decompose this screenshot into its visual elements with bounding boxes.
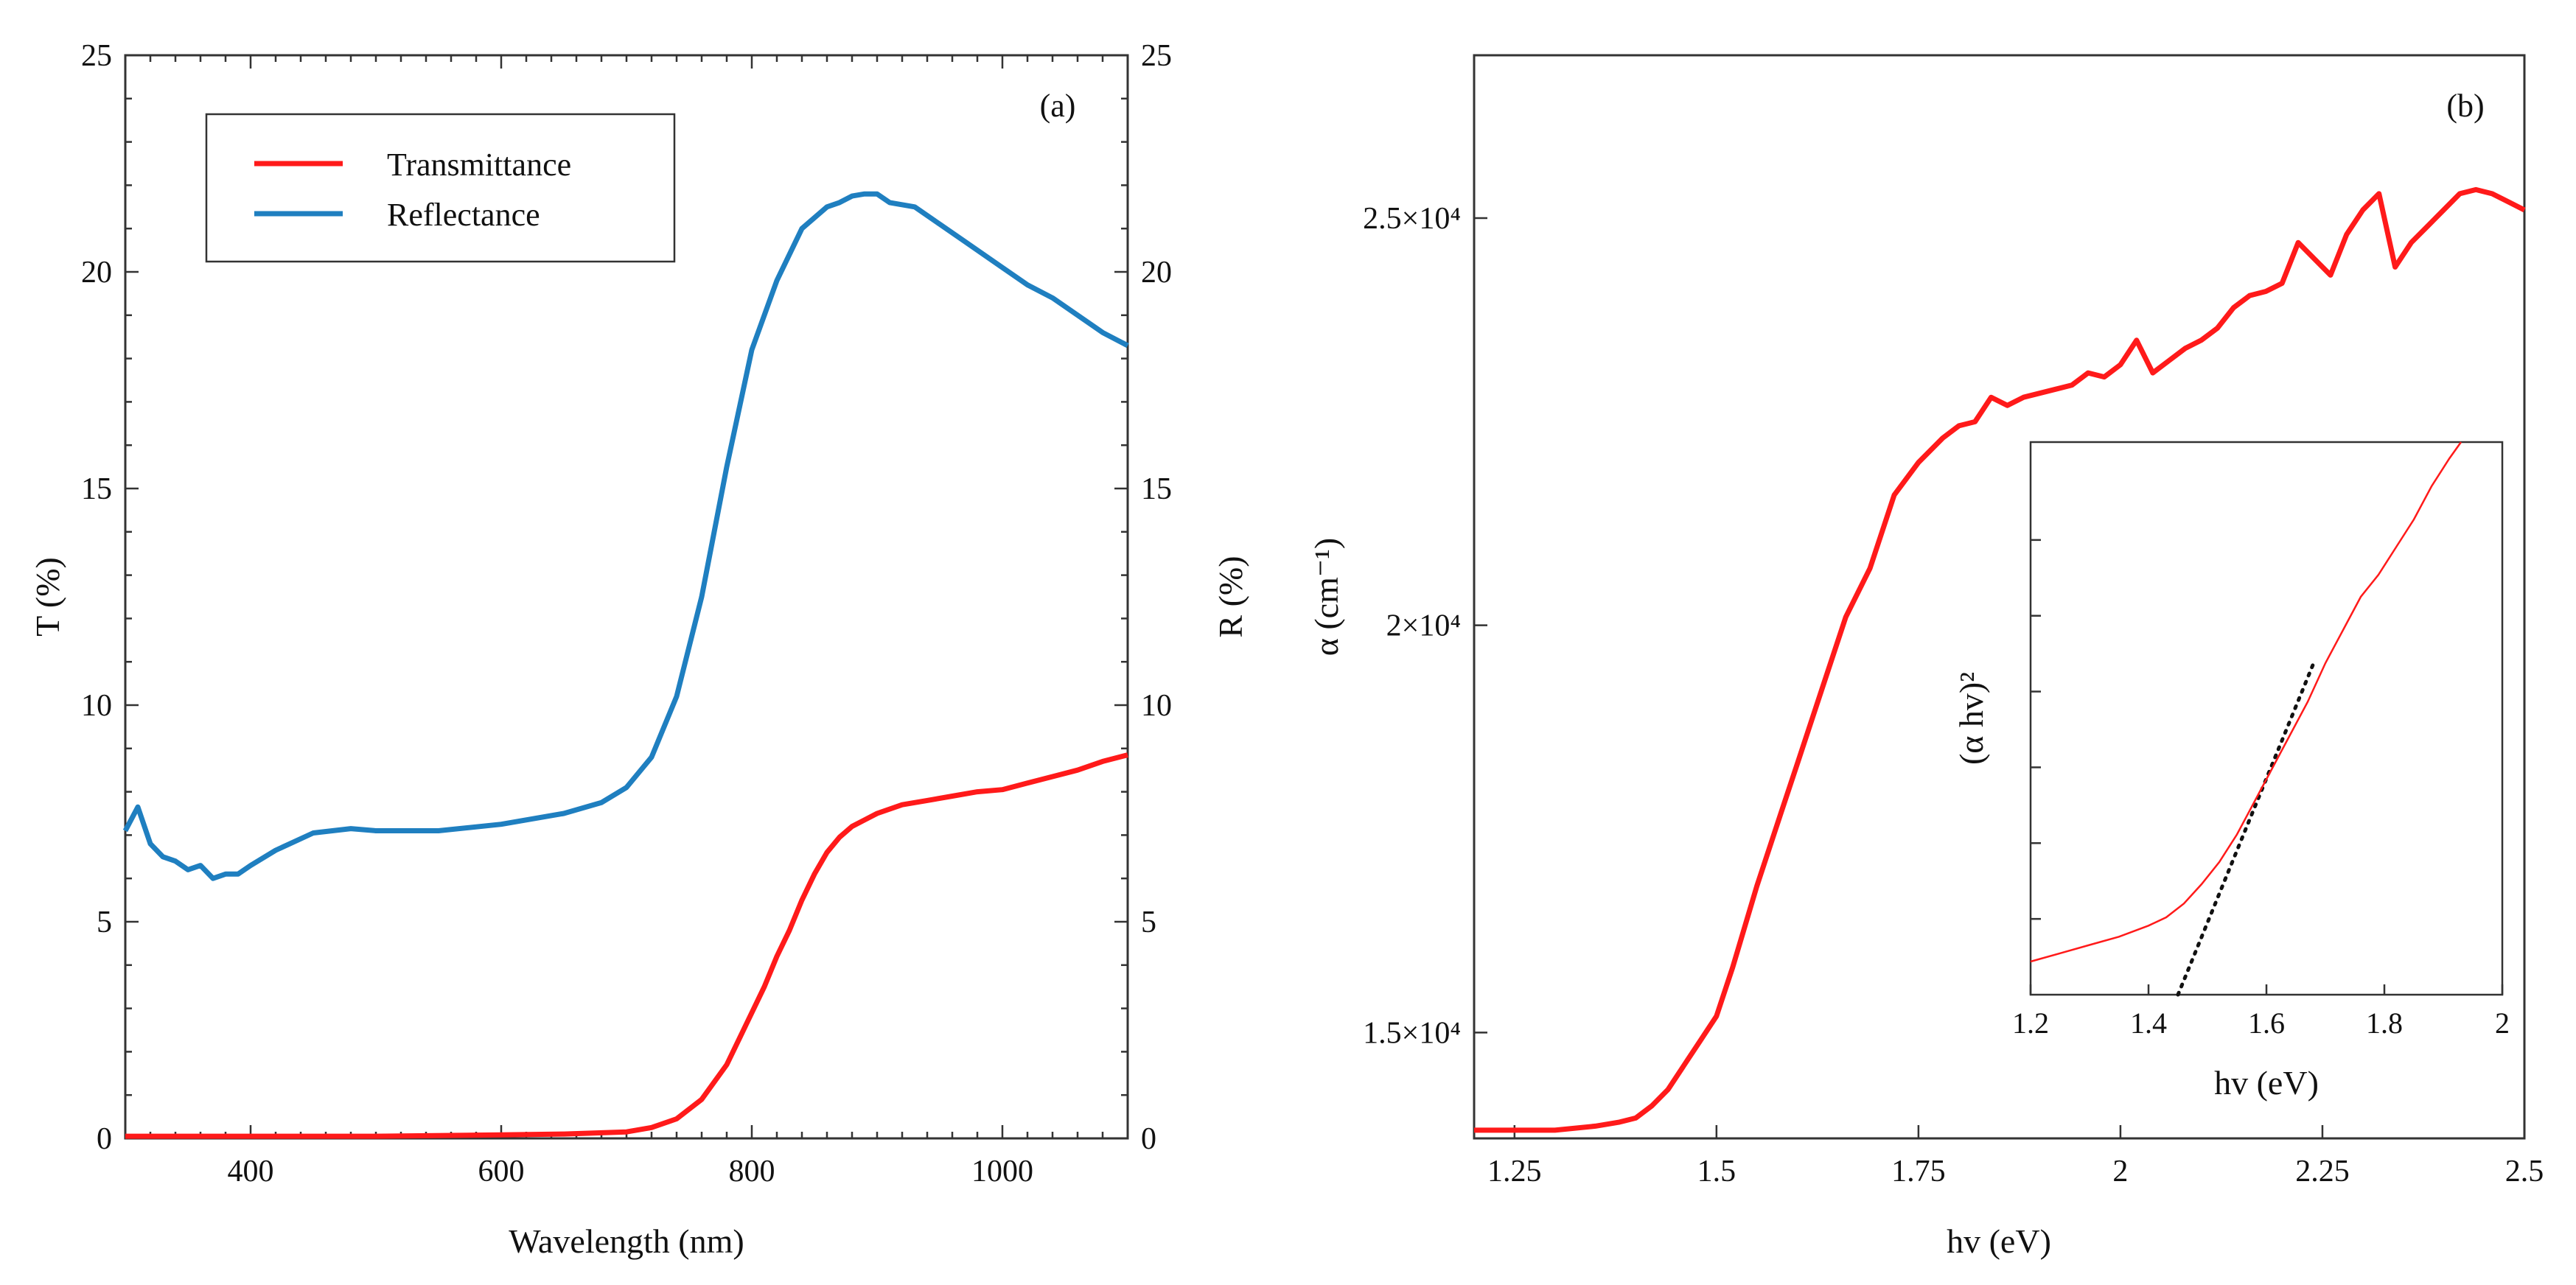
inset-x-axis-label: hv (eV) xyxy=(2214,1064,2319,1102)
panel-a-left-y-tick-label: 0 xyxy=(97,1122,112,1156)
panel-a-left-y-tick-label: 5 xyxy=(97,906,112,939)
panel-b-inset: 1.2 1.4 1.6 1.8 2 hv (eV) (α hv)² xyxy=(1952,441,2510,1102)
panel-b-x-tick-label: 1.75 xyxy=(1891,1155,1946,1188)
panel-a-transmittance-reflectance: 400 600 800 1000 0 5 10 15 20 25 0 5 10 15 20 25 Wavele… xyxy=(29,39,1249,1260)
panel-b-y-tick-label: 2.5×10⁴ xyxy=(1363,202,1461,236)
panel-b-label: (b) xyxy=(2446,88,2484,124)
panel-b-tick-labels: 1.25 1.5 1.75 2 2.25 2.5 1.5×10⁴ 2×10⁴ 2.5×10⁴ xyxy=(1363,202,2544,1188)
panel-a-series xyxy=(122,191,1129,1139)
legend-label-reflectance: Reflectance xyxy=(387,197,540,233)
panel-b-ticks xyxy=(1474,217,2526,1138)
inset-series xyxy=(2030,441,2462,997)
panel-a-right-y-tick-label: 15 xyxy=(1141,472,1172,506)
inset-plot-frame xyxy=(2029,441,2504,996)
inset-x-tick-label: 1.6 xyxy=(2248,1006,2285,1040)
inset-y-axis-label: (α hv)² xyxy=(1952,672,1990,765)
panel-a-tick-labels: 400 600 800 1000 0 5 10 15 20 25 0 5 10 15 20 25 xyxy=(81,39,1172,1188)
panel-a-label: (a) xyxy=(1040,88,1076,124)
panel-a-series-reflectance xyxy=(122,191,1129,881)
panel-b-series xyxy=(1474,186,2526,1133)
panel-a-left-y-tick-label: 25 xyxy=(81,39,112,73)
inset-x-tick-label: 1.8 xyxy=(2366,1006,2403,1040)
panel-a-left-y-tick-label: 10 xyxy=(81,689,112,723)
panel-b-absorption-coefficient: 1.25 1.5 1.75 2 2.25 2.5 1.5×10⁴ 2×10⁴ 2.5×10⁴ h… xyxy=(1308,54,2544,1260)
panel-b-x-tick-label: 1.5 xyxy=(1697,1155,1736,1188)
panel-a-left-y-tick-label: 15 xyxy=(81,472,112,506)
panel-b-x-tick-label: 1.25 xyxy=(1487,1155,1542,1188)
legend-label-transmittance: Transmittance xyxy=(387,147,571,183)
inset-ticks xyxy=(2029,539,2504,995)
panel-a-right-y-tick-label: 10 xyxy=(1141,689,1172,723)
panel-a-right-y-tick-label: 5 xyxy=(1141,906,1156,939)
panel-a-x-tick-label: 600 xyxy=(478,1155,525,1188)
inset-tick-labels: 1.2 1.4 1.6 1.8 2 xyxy=(2012,1006,2510,1040)
panel-a-right-y-tick-label: 25 xyxy=(1141,39,1172,73)
panel-b-y-axis-label: α (cm⁻¹) xyxy=(1308,538,1345,656)
inset-x-tick-label: 1.2 xyxy=(2012,1006,2049,1040)
panel-b-plot-frame xyxy=(1473,54,2526,1140)
panel-b-y-tick-label: 1.5×10⁴ xyxy=(1363,1016,1461,1050)
panel-a-right-y-tick-label: 20 xyxy=(1141,256,1172,290)
panel-a-series-transmittance xyxy=(125,752,1128,1139)
panel-a-right-y-tick-label: 0 xyxy=(1141,1122,1156,1156)
panel-a-x-axis-label: Wavelength (nm) xyxy=(509,1222,744,1260)
panel-a-right-y-axis-label: R (%) xyxy=(1212,556,1249,637)
panel-a-x-tick-label: 1000 xyxy=(971,1155,1033,1188)
panel-a-left-y-axis-label: T (%) xyxy=(29,557,66,637)
panel-b-x-axis-label: hv (eV) xyxy=(1947,1222,2051,1260)
panel-b-x-tick-label: 2 xyxy=(2112,1155,2128,1188)
panel-b-series-alpha xyxy=(1474,186,2526,1133)
panel-a-left-y-tick-label: 20 xyxy=(81,256,112,290)
legend-box xyxy=(205,113,676,263)
inset-linear-fit xyxy=(2176,661,2316,997)
panel-b-y-tick-label: 2×10⁴ xyxy=(1386,609,1461,643)
inset-series-alpha-hv-squared xyxy=(2030,441,2462,963)
panel-b-x-tick-label: 2.25 xyxy=(2295,1155,2350,1188)
inset-x-tick-label: 1.4 xyxy=(2130,1006,2167,1040)
panel-a-x-tick-label: 800 xyxy=(729,1155,775,1188)
panel-a-x-tick-label: 400 xyxy=(228,1155,274,1188)
panel-b-x-tick-label: 2.5 xyxy=(2505,1155,2544,1188)
inset-x-tick-label: 2 xyxy=(2495,1006,2510,1040)
panel-a-legend: Transmittance Reflectance xyxy=(205,113,676,263)
